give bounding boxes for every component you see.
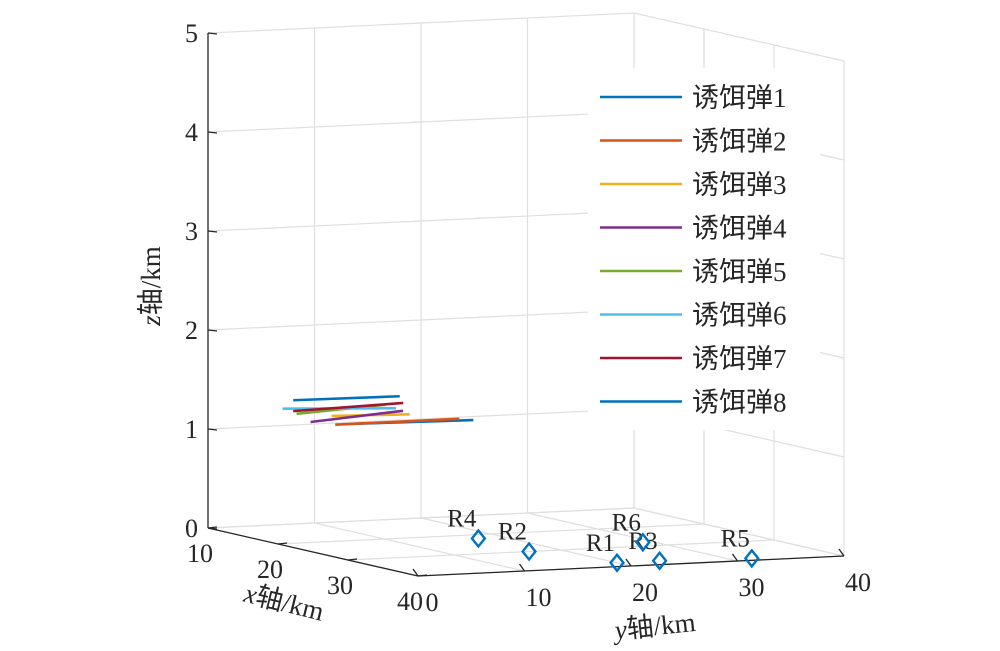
legend: 诱饵弹1 诱饵弹2 诱饵弹3 诱饵弹4 诱饵弹5 诱饵弹6 诱饵弹7 诱饵弹8 [588, 68, 820, 430]
y-tick-mark [731, 553, 739, 562]
legend-label-5: 诱饵弹5 [692, 257, 787, 287]
marker-label-r6: R6 [612, 509, 641, 536]
marker-label-r2: R2 [498, 519, 527, 546]
series-line-8 [293, 394, 400, 402]
y-tick-label: 30 [739, 573, 765, 602]
legend-label-6: 诱饵弹6 [692, 301, 787, 331]
y-tick-mark [625, 558, 632, 567]
z-tick-mark [207, 230, 218, 233]
back-wall-grid-line [207, 111, 635, 133]
z-tick-label: 0 [185, 514, 198, 543]
legend-label-1: 诱饵弹1 [692, 83, 787, 113]
z-tick-label: 5 [185, 19, 198, 48]
marker-r5 [743, 548, 760, 569]
y-tick-label: 0 [426, 588, 439, 617]
back-wall-grid-line [207, 408, 635, 430]
y-tick-mark [518, 563, 526, 572]
x-tick-label: 20 [257, 555, 283, 584]
marker-r3 [651, 550, 668, 571]
x-tick-mark [207, 526, 218, 529]
x-axis-line [207, 527, 419, 577]
x-tick-label: 40 [397, 587, 423, 616]
series-line-7 [293, 401, 404, 413]
y-tick-label: 10 [526, 583, 552, 612]
series-line-4 [310, 409, 404, 424]
x-tick-label: 10 [187, 539, 213, 568]
axes [207, 32, 845, 577]
floor-grid-line [347, 539, 775, 561]
y-axis-label: y轴/km [610, 607, 697, 646]
legend-label-7: 诱饵弹7 [692, 344, 787, 374]
z-tick-label: 4 [185, 118, 198, 147]
marker-r1 [609, 552, 625, 573]
y-tick-label: 40 [845, 568, 871, 597]
marker-label-r4: R4 [447, 505, 477, 532]
z-axis-label: z轴/km [136, 246, 166, 327]
floor-grid-line [420, 517, 632, 567]
back-wall-grid-line [207, 309, 635, 331]
legend-label-8: 诱饵弹8 [692, 388, 787, 418]
z-tick-label: 2 [185, 316, 198, 345]
z-tick-mark [207, 32, 218, 35]
z-tick-label: 1 [185, 415, 198, 444]
z-tick-mark [207, 131, 218, 134]
series-line-2 [335, 417, 460, 426]
x-tick-mark [277, 542, 288, 545]
floor-grid-line [277, 523, 705, 545]
side-wall-grid-line [633, 12, 845, 62]
y-tick-mark [412, 568, 419, 577]
x-tick-label: 30 [327, 571, 353, 600]
legend-label-2: 诱饵弹2 [692, 127, 787, 157]
y-tick-mark [838, 548, 845, 557]
y-tick-label: 20 [632, 578, 658, 607]
marker-label-r5: R5 [721, 525, 750, 552]
back-wall-grid-line [207, 12, 635, 34]
floor-grid-line [314, 522, 525, 572]
marker-r6 [634, 532, 651, 553]
marker-r2 [521, 541, 537, 562]
floor-grid-line [527, 512, 738, 562]
z-tick-mark [207, 428, 218, 431]
marker-r4 [470, 528, 487, 549]
z-tick-label: 3 [185, 217, 198, 246]
back-wall-grid-line [207, 210, 635, 232]
x-tick-mark [347, 558, 358, 561]
series-lines [282, 394, 474, 426]
z-tick-mark [207, 329, 218, 332]
legend-label-3: 诱饵弹3 [692, 170, 787, 200]
legend-label-4: 诱饵弹4 [692, 214, 787, 244]
marker-label-r1: R1 [586, 530, 615, 557]
side-wall-grid-line [633, 507, 845, 557]
back-wall-grid-line [207, 507, 635, 529]
x-tick-mark [417, 574, 428, 577]
